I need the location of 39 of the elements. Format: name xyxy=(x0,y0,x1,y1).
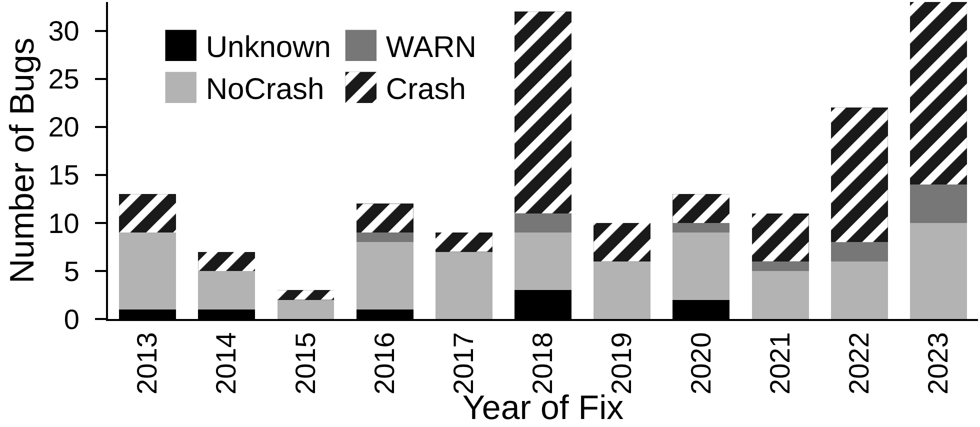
bar xyxy=(594,261,651,319)
bar xyxy=(356,242,414,310)
bar xyxy=(514,213,572,233)
y-tick-label: 30 xyxy=(48,16,80,47)
y-tick-label: 15 xyxy=(48,160,80,191)
x-tick-label: 2018 xyxy=(527,332,558,394)
bar xyxy=(830,242,888,262)
x-tick-label: 2020 xyxy=(685,332,716,394)
bar xyxy=(672,222,730,233)
x-tick-label: 2015 xyxy=(290,332,321,394)
bar xyxy=(830,261,888,319)
bar xyxy=(356,232,414,242)
bar xyxy=(435,252,492,319)
legend-label: WARN xyxy=(386,31,476,64)
bar xyxy=(277,300,334,319)
x-tick-label: 2022 xyxy=(843,332,874,394)
y-tick-label: 20 xyxy=(48,112,80,143)
y-axis-title: Number of Bugs xyxy=(3,38,42,284)
bar xyxy=(514,232,572,290)
x-tick-label: 2016 xyxy=(368,332,400,394)
bar xyxy=(752,261,809,271)
x-tick-label: 2019 xyxy=(606,332,638,394)
y-tick-label: 10 xyxy=(48,208,80,239)
y-tick-label: 0 xyxy=(64,304,80,335)
legend-label: NoCrash xyxy=(206,73,324,106)
legend-label: Crash xyxy=(386,73,466,106)
x-tick-label: 2021 xyxy=(764,332,796,394)
bar xyxy=(119,232,176,310)
y-tick-label: 25 xyxy=(48,64,80,95)
bar xyxy=(672,232,730,300)
y-tick-label: 5 xyxy=(64,256,80,287)
x-tick-label: 2014 xyxy=(210,332,242,394)
bar xyxy=(198,270,256,310)
bar xyxy=(910,184,967,223)
bar xyxy=(910,222,967,319)
x-tick-label: 2013 xyxy=(132,332,163,394)
legend-label: Unknown xyxy=(206,31,331,64)
x-tick-label: 2023 xyxy=(922,332,954,394)
bar xyxy=(752,270,809,319)
